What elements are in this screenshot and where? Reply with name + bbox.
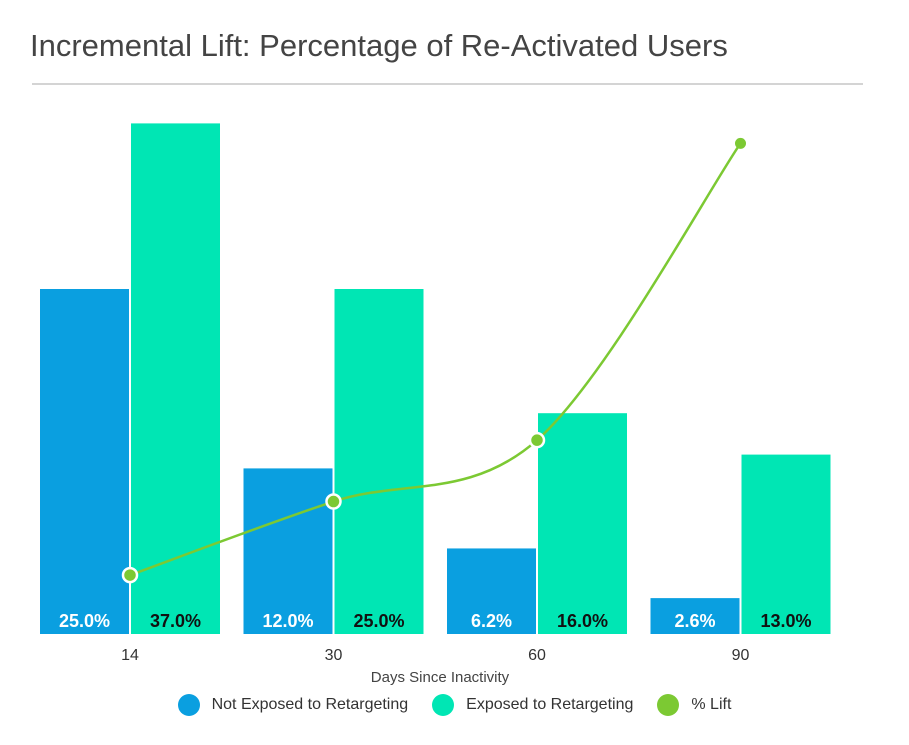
lift-point-60 — [528, 431, 546, 449]
data-label-not-exposed-60: 6.2% — [471, 611, 512, 631]
data-label-exposed-14: 37.0% — [150, 611, 201, 631]
legend-item-not-exposed[interactable]: Not Exposed to Retargeting — [177, 694, 409, 716]
legend-item-exposed[interactable]: Exposed to Retargeting — [432, 694, 633, 716]
bar-exposed-60 — [538, 413, 627, 634]
x-tick-label-30: 30 — [325, 647, 343, 664]
legend: Not Exposed to Retargeting Exposed to Re… — [0, 694, 909, 716]
lift-point-30 — [325, 493, 342, 510]
legend-item-lift[interactable]: % Lift — [657, 694, 731, 716]
bar-exposed-14 — [131, 123, 220, 635]
legend-swatch-not-exposed — [177, 694, 200, 716]
x-axis-label: Days Since Inactivity — [371, 669, 510, 686]
legend-label-lift: % Lift — [691, 696, 732, 713]
bar-exposed-90 — [741, 454, 831, 634]
legend-swatch-lift — [657, 694, 680, 716]
bar-not-exposed-90 — [650, 598, 740, 634]
x-tick-label-14: 14 — [121, 647, 139, 664]
lift-point-14 — [121, 566, 139, 584]
bar-not-exposed-60 — [447, 548, 536, 634]
data-label-not-exposed-30: 12.0% — [262, 611, 313, 631]
data-label-not-exposed-14: 25.0% — [59, 611, 110, 631]
x-tick-label-90: 90 — [732, 647, 750, 664]
data-label-exposed-90: 13.0% — [760, 611, 811, 631]
legend-label-not-exposed: Not Exposed to Retargeting — [211, 696, 409, 713]
chart-title: Incremental Lift: Percentage of Re-Activ… — [30, 28, 728, 63]
lift-point-90 — [735, 137, 746, 149]
legend-label-exposed: Exposed to Retargeting — [466, 696, 634, 713]
data-label-exposed-30: 25.0% — [353, 611, 404, 631]
legend-swatch-exposed — [432, 694, 455, 716]
title-divider — [32, 83, 863, 85]
bar-not-exposed-30 — [243, 468, 333, 634]
x-tick-label-60: 60 — [528, 647, 546, 664]
bar-exposed-30 — [334, 289, 424, 634]
data-label-not-exposed-90: 2.6% — [674, 611, 715, 631]
bar-not-exposed-14 — [40, 289, 129, 634]
data-label-exposed-60: 16.0% — [557, 611, 608, 631]
lift-line — [129, 142, 742, 577]
